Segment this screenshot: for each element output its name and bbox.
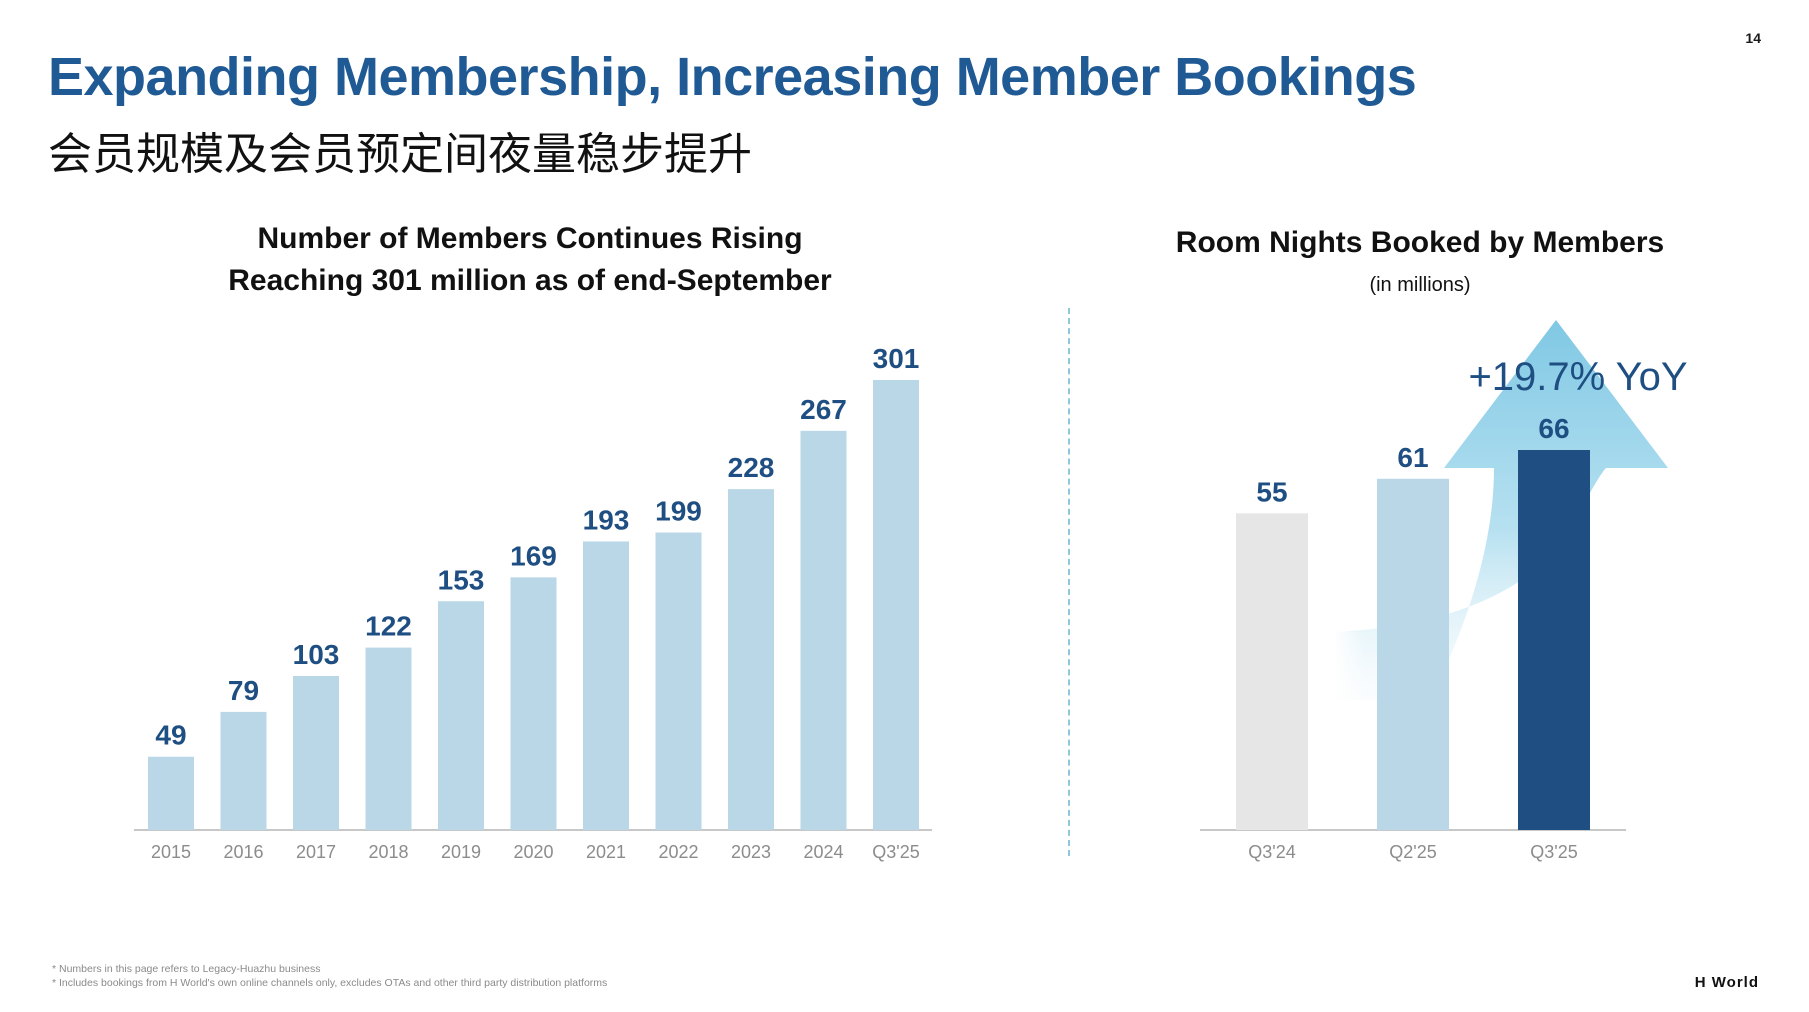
room-nights-chart-subtitle: (in millions) [1369, 274, 1471, 296]
members-tick-label: 2024 [803, 842, 843, 862]
members-bar [438, 601, 484, 830]
footnotes: * Numbers in this page refers to Legacy-… [52, 962, 607, 990]
members-chart-title-line1: Number of Members Continues Rising [257, 222, 803, 255]
members-tick-label: 2016 [223, 842, 263, 862]
members-value-label: 79 [228, 675, 259, 706]
members-chart-title: Number of Members Continues Rising Reach… [180, 218, 880, 302]
members-tick-label: Q3'25 [872, 842, 919, 862]
members-bar [293, 676, 339, 830]
footnote-2: * Includes bookings from H World's own o… [52, 977, 608, 989]
room-nights-tick-label: Q3'25 [1530, 842, 1577, 862]
members-bar [365, 647, 412, 830]
members-value-label: 103 [293, 639, 340, 670]
yoy-growth-annotation: +19.7% YoY [1468, 355, 1687, 399]
members-bar-chart: 49 2015 79 2016 103 2017 122 2018 153 2019 169 2020… [134, 343, 932, 862]
members-tick-label: 2018 [368, 842, 408, 862]
members-tick-label: 2017 [296, 842, 336, 862]
room-nights-bar [1377, 478, 1449, 830]
footnote-1: * Numbers in this page refers to Legacy-… [52, 963, 321, 975]
room-nights-value-label: 66 [1538, 413, 1569, 444]
members-bar [220, 711, 267, 830]
room-nights-tick-label: Q3'24 [1248, 842, 1295, 862]
room-nights-chart-title: Room Nights Booked by Members [1175, 226, 1665, 259]
members-chart-title-line2: Reaching 301 million as of end-September [228, 264, 832, 297]
members-tick-label: 2019 [441, 842, 481, 862]
members-value-label: 267 [800, 394, 847, 425]
members-value-label: 193 [583, 504, 630, 535]
members-bar [655, 532, 702, 830]
members-tick-label: 2015 [151, 842, 191, 862]
room-nights-value-label: 61 [1397, 442, 1428, 473]
members-tick-label: 2020 [513, 842, 553, 862]
members-bar [800, 430, 847, 830]
growth-arrow-shape [1336, 320, 1668, 700]
page-number: 14 [1745, 30, 1761, 46]
members-bar [148, 756, 194, 830]
page-title-chinese: 会员规模及会员预定间夜量稳步提升 [48, 129, 752, 180]
members-value-label: 228 [728, 452, 775, 483]
members-value-label: 122 [365, 611, 412, 642]
section-divider [1068, 308, 1070, 856]
room-nights-bar [1236, 513, 1308, 830]
room-nights-value-label: 55 [1256, 476, 1287, 507]
members-bar [510, 577, 557, 830]
room-nights-tick-label: Q2'25 [1389, 842, 1436, 862]
brand-logo-text: H World [1694, 974, 1759, 991]
members-value-label: 169 [510, 540, 557, 571]
room-nights-bar-chart: 55 Q3'24 61 Q2'25 66 Q3'25 [1200, 413, 1626, 862]
members-bar [873, 380, 919, 830]
page-title: Expanding Membership, Increasing Member … [48, 47, 1417, 107]
members-value-label: 301 [873, 343, 920, 374]
members-tick-label: 2021 [586, 842, 626, 862]
members-tick-label: 2023 [731, 842, 771, 862]
members-value-label: 153 [438, 564, 485, 595]
members-value-label: 49 [155, 720, 186, 751]
room-nights-bar [1518, 450, 1590, 830]
members-bar [728, 489, 774, 830]
members-value-label: 199 [655, 495, 702, 526]
members-bar [583, 541, 629, 830]
members-tick-label: 2022 [658, 842, 698, 862]
